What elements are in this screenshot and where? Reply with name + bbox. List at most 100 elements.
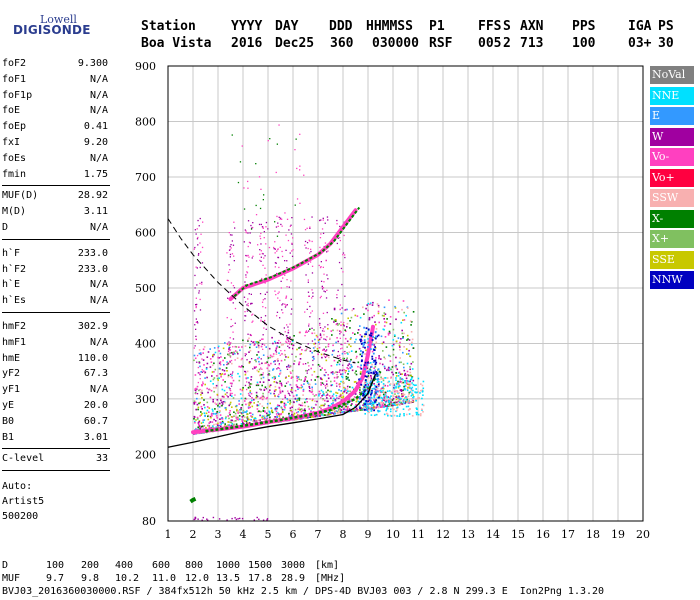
header-label: IGA <box>628 19 652 34</box>
echo-dot <box>313 343 315 345</box>
echo-dot <box>403 346 405 348</box>
echo-dot <box>234 394 236 396</box>
echo-dot <box>390 401 392 403</box>
echo-dot <box>337 376 339 378</box>
echo-dot <box>373 344 376 346</box>
header-label: PS <box>658 19 674 34</box>
echo-dot <box>371 316 374 319</box>
echo-dot <box>307 343 309 345</box>
param-name: foEp <box>2 121 27 133</box>
echo-dot <box>287 392 290 394</box>
echo-dot <box>302 388 305 391</box>
echo-dot <box>331 318 333 320</box>
echo-dot <box>247 298 249 300</box>
echo-dot <box>205 368 208 370</box>
echo-dot <box>221 395 224 398</box>
echo-dot <box>363 335 366 338</box>
legend-item: Vo+ <box>650 168 694 187</box>
echo-dot <box>370 371 372 374</box>
echo-dot <box>319 297 321 299</box>
echo-dot <box>276 345 278 347</box>
echo-dot <box>265 226 267 228</box>
echo-dot <box>336 363 338 366</box>
echo-dot <box>333 349 335 352</box>
echo-dot <box>376 335 378 338</box>
echo-dot <box>411 338 414 341</box>
echo-dot <box>382 390 384 393</box>
echo-dot <box>309 416 311 418</box>
echo-dot <box>361 352 364 355</box>
echo-dot <box>262 334 264 336</box>
echo-dot <box>399 373 402 375</box>
param-separator <box>2 312 110 313</box>
echo-dot <box>337 289 339 291</box>
echo-dot <box>368 399 371 401</box>
echo-dot <box>286 399 289 401</box>
echo-dot <box>285 376 287 378</box>
echo-dot <box>375 323 377 326</box>
echo-dot <box>368 317 371 319</box>
echo-dot <box>333 321 335 323</box>
echo-dot <box>231 351 233 354</box>
echo-dot <box>380 376 382 379</box>
echo-dot <box>383 328 385 331</box>
echo-dot <box>259 414 261 417</box>
echo-dot <box>299 358 302 360</box>
echo-dot <box>213 390 215 393</box>
echo-dot <box>253 519 255 521</box>
echo-dot <box>196 354 199 357</box>
echo-dot <box>374 337 376 339</box>
echo-dot <box>296 167 298 170</box>
echo-dot <box>329 337 331 340</box>
echo-dot <box>308 330 310 332</box>
echo-dot <box>342 397 344 399</box>
echo-dot <box>369 302 372 304</box>
echo-dot <box>255 366 257 368</box>
echo-dot <box>322 392 325 395</box>
echo-dot <box>351 386 354 389</box>
echo-dot <box>309 398 311 400</box>
echo-dot <box>322 232 325 234</box>
echo-dot <box>412 379 415 382</box>
echo-dot <box>395 340 398 343</box>
echo-dot <box>335 391 337 394</box>
echo-dot <box>403 332 405 335</box>
echo-dot <box>409 371 412 374</box>
echo-dot <box>333 307 336 310</box>
echo-dot <box>227 279 229 282</box>
echo-dot <box>277 360 279 362</box>
echo-dot <box>195 387 197 389</box>
echo-dot <box>412 311 415 313</box>
echo-dot <box>198 362 201 364</box>
echo-dot <box>313 332 316 334</box>
echo-dot <box>278 393 280 396</box>
echo-dot <box>265 397 268 400</box>
echo-dot <box>268 374 271 376</box>
echo-dot <box>362 392 365 395</box>
echo-dot <box>329 412 332 414</box>
echo-dot <box>285 304 287 306</box>
echo-dot <box>243 241 245 243</box>
echo-dot <box>421 403 424 406</box>
echo-dot <box>369 369 372 372</box>
echo-dot <box>422 394 424 396</box>
echo-dot <box>276 250 278 252</box>
echo-dot <box>284 359 286 361</box>
echo-dot <box>289 336 291 339</box>
echo-dot <box>301 409 304 412</box>
echo-dot <box>217 379 219 381</box>
echo-dot <box>406 380 409 382</box>
echo-dot <box>283 408 286 411</box>
echo-dot <box>268 385 271 388</box>
echo-dot <box>366 401 368 403</box>
echo-dot <box>397 337 400 339</box>
echo-dot <box>224 381 226 383</box>
echo-dot <box>327 394 329 396</box>
echo-dot <box>201 408 203 410</box>
x-tick-label: 13 <box>461 528 475 541</box>
echo-dot <box>288 415 291 417</box>
echo-dot <box>278 124 280 126</box>
echo-dot <box>254 359 257 361</box>
echo-dot <box>375 372 378 375</box>
echo-dot <box>315 404 317 406</box>
